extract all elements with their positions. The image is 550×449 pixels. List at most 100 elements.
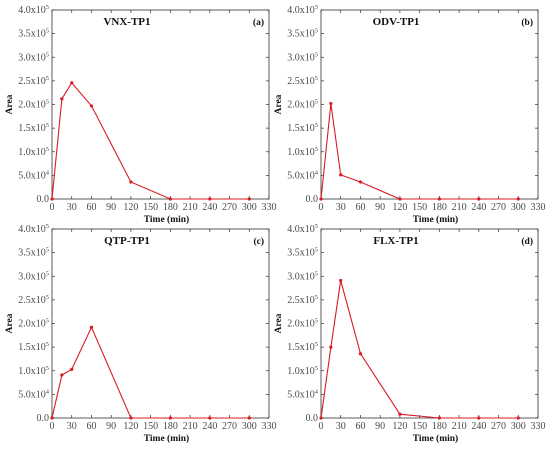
y-tick-label: 4.0x105 (18, 223, 49, 235)
x-axis-label: Time (min) (413, 433, 458, 444)
y-tick-label: 1.0x105 (287, 365, 318, 377)
y-tick-exponent: 5 (315, 51, 318, 58)
y-tick-mantissa: 5.0x10 (18, 170, 46, 181)
y-tick-label: 0.0 (306, 194, 319, 205)
x-tick-label: 180 (432, 202, 447, 213)
x-tick-label: 270 (491, 421, 506, 432)
y-tick-mantissa: 4.0x10 (18, 224, 46, 235)
data-point (339, 278, 343, 283)
y-tick-label: 2.0x105 (18, 318, 49, 330)
data-point (168, 197, 172, 201)
data-point (129, 416, 133, 420)
data-point (398, 412, 402, 416)
x-axis-label: Time (min) (144, 214, 189, 225)
y-tick-label: 2.5x105 (18, 294, 49, 306)
x-tick-label: 180 (432, 421, 447, 432)
y-tick-label: 1.0x105 (18, 146, 49, 158)
y-tick-mantissa: 1.0x10 (18, 366, 46, 377)
x-tick-label: 300 (242, 202, 257, 213)
x-tick-label: 60 (355, 421, 365, 432)
x-tick-label: 60 (355, 202, 365, 213)
y-tick-label: 3.5x105 (18, 247, 49, 259)
x-tick-label: 0 (319, 421, 324, 432)
y-tick-label: 3.5x105 (287, 247, 318, 259)
x-tick-label: 60 (86, 421, 96, 432)
x-tick-label: 300 (511, 421, 526, 432)
x-tick-label: 330 (262, 202, 277, 213)
y-tick-mantissa: 2.0x10 (287, 100, 315, 111)
y-tick-exponent: 5 (46, 75, 49, 82)
series-line (320, 280, 519, 419)
y-tick-mantissa: 1.5x10 (287, 342, 315, 353)
data-point (329, 101, 333, 106)
data-point (398, 197, 402, 201)
y-tick-label: 2.0x105 (18, 99, 49, 111)
y-tick-exponent: 5 (46, 4, 49, 11)
data-point (516, 416, 520, 420)
series-line (51, 325, 250, 419)
x-axis-label: Time (min) (413, 214, 458, 225)
x-tick-label: 210 (452, 421, 467, 432)
x-tick-label: 150 (143, 421, 158, 432)
y-tick-mantissa: 3.0x10 (18, 52, 46, 63)
y-tick-mantissa: 2.0x10 (287, 319, 315, 330)
y-tick-label: 1.5x105 (287, 122, 318, 134)
y-tick-exponent: 5 (46, 28, 49, 35)
panel-title: QTP-TP1 (104, 235, 150, 247)
y-tick-label: 1.5x105 (287, 341, 318, 353)
panel-label-a: (a) (253, 17, 264, 28)
y-tick-mantissa: 1.5x10 (18, 123, 46, 134)
data-point (208, 197, 212, 201)
data-point (516, 197, 520, 201)
y-tick-label: 2.5x105 (287, 75, 318, 87)
panel-d: 0 30 60 90 120 150 180 210 240 270 300 330 0.0 5.0x10… (274, 223, 546, 444)
y-tick-exponent: 5 (315, 75, 318, 82)
x-tick-label: 300 (511, 202, 526, 213)
y-tick-mantissa: 1.0x10 (287, 366, 315, 377)
y-tick-label: 3.5x105 (287, 28, 318, 40)
y-tick-exponent: 5 (46, 341, 49, 348)
x-tick-label: 240 (471, 421, 486, 432)
y-tick-mantissa: 3.5x10 (287, 29, 315, 40)
data-point (339, 173, 343, 177)
y-tick-label: 5.0x104 (287, 169, 319, 181)
x-tick-label: 0 (50, 421, 55, 432)
y-tick-exponent: 5 (46, 122, 49, 129)
y-tick-exponent: 5 (315, 122, 318, 129)
y-tick-mantissa: 1.0x10 (287, 147, 315, 158)
y-tick-label: 3.0x105 (287, 270, 318, 282)
data-point (70, 367, 74, 371)
y-tick-mantissa: 2.5x10 (18, 76, 46, 87)
y-tick-mantissa: 1.0x10 (18, 147, 46, 158)
y-tick-mantissa: 0.0 (306, 194, 319, 205)
y-tick-mantissa: 2.0x10 (18, 100, 46, 111)
y-tick-mantissa: 3.0x10 (18, 271, 46, 282)
y-tick-mantissa: 4.0x10 (287, 224, 315, 235)
y-tick-exponent: 4 (315, 169, 319, 176)
y-tick-label: 5.0x104 (18, 169, 50, 181)
plot-frame (51, 9, 270, 200)
data-point (319, 197, 323, 201)
x-tick-label: 210 (452, 202, 467, 213)
y-tick-exponent: 4 (46, 169, 50, 176)
x-tick-label: 30 (67, 202, 77, 213)
data-point (208, 416, 212, 420)
data-point (319, 416, 323, 420)
series-line (320, 103, 519, 200)
data-point (358, 180, 363, 184)
y-tick-mantissa: 5.0x10 (287, 389, 315, 400)
y-tick-exponent: 5 (315, 28, 318, 35)
y-tick-label: 5.0x104 (18, 388, 50, 400)
data-point (89, 325, 94, 329)
y-tick-exponent: 5 (315, 247, 318, 254)
y-axis-label: Area (5, 94, 15, 114)
y-tick-label: 4.0x105 (287, 4, 318, 16)
y-tick-mantissa: 3.5x10 (18, 248, 46, 259)
y-tick-mantissa: 2.5x10 (287, 295, 315, 306)
x-tick-label: 120 (123, 421, 138, 432)
y-tick-mantissa: 3.0x10 (287, 52, 315, 63)
y-tick-label: 4.0x105 (287, 223, 318, 235)
x-tick-label: 120 (392, 202, 407, 213)
y-tick-exponent: 5 (46, 223, 49, 230)
panel-label-b: (b) (521, 17, 533, 28)
